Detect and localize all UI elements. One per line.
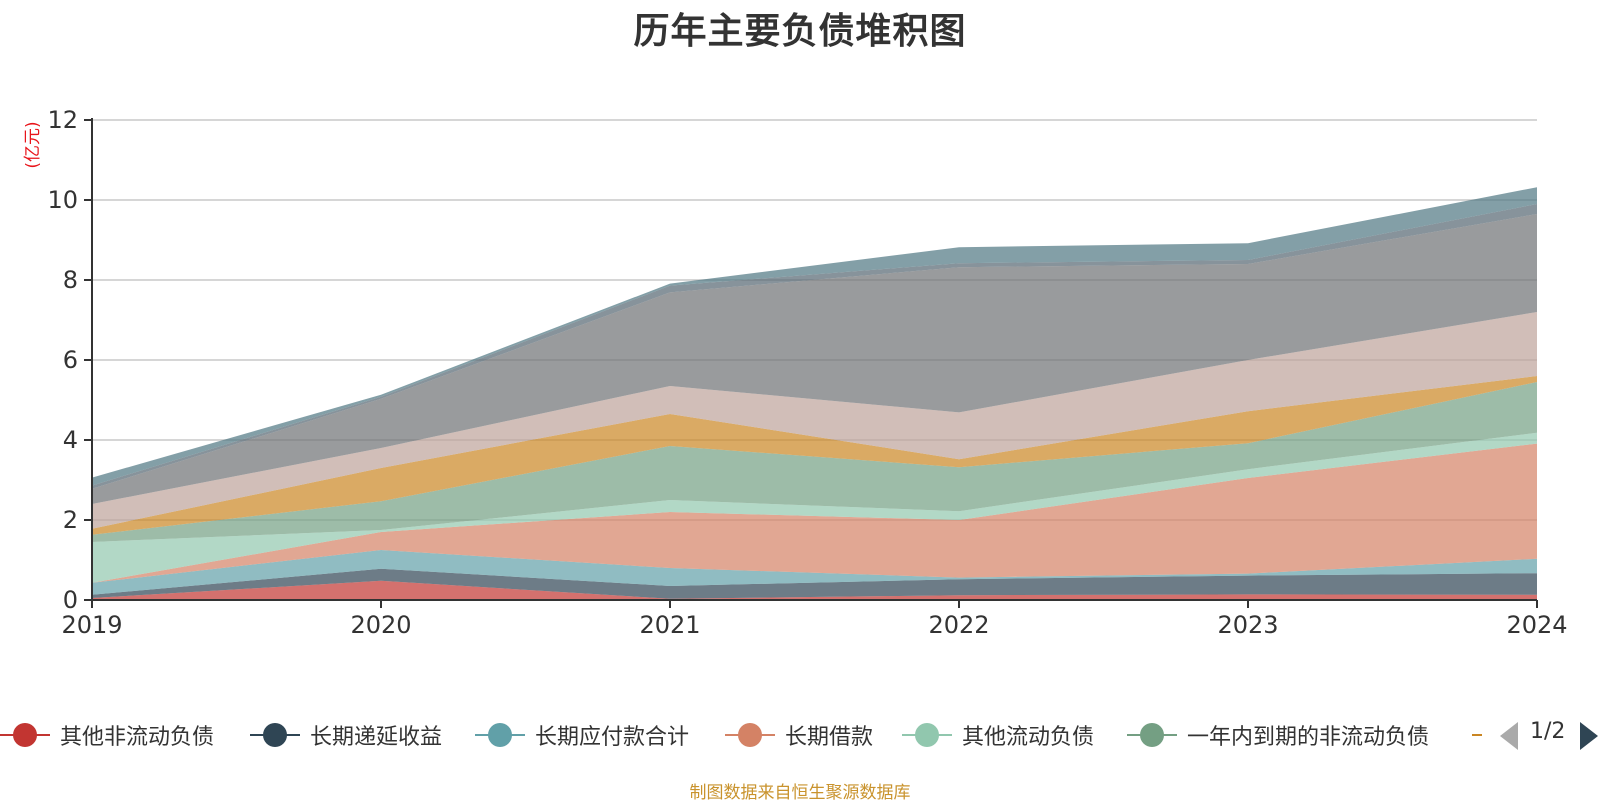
legend-item[interactable]: 其他流动负债 (902, 715, 1094, 755)
legend-label: 长期应付款合计 (535, 725, 690, 750)
legend-item[interactable]: 长期应付款合计 (475, 715, 689, 755)
area-series-1 (92, 580, 1537, 600)
x-tick-label: 2023 (1217, 611, 1278, 639)
legend-label: 其他非流动负债 (60, 725, 215, 750)
data-source-note: 制图数据来自恒生聚源数据库 (689, 783, 911, 800)
legend-overflow-marker-icon (1472, 734, 1482, 736)
legend-label: 长期借款 (785, 725, 874, 750)
legend-pager: 1/2 (1496, 715, 1600, 755)
x-tick-label: 2022 (928, 611, 989, 639)
legend-item[interactable]: 一年内到期的非流动负债 (1127, 715, 1429, 755)
area-series-4 (92, 443, 1537, 583)
y-tick-label: 12 (47, 106, 78, 134)
area-series-7 (92, 376, 1537, 535)
y-tick-label: 4 (63, 426, 78, 454)
legend-item[interactable]: 长期递延收益 (250, 715, 442, 755)
legend-item[interactable]: 长期借款 (725, 715, 873, 755)
legend-item[interactable]: 其他非流动负债 (0, 715, 214, 755)
area-series-5 (92, 432, 1537, 583)
area-series-11 (92, 187, 1537, 486)
legend-label: 其他流动负债 (962, 725, 1095, 750)
legend-marker-icon (250, 723, 300, 747)
x-tick-label: 2020 (350, 611, 411, 639)
area-series-10 (92, 204, 1537, 489)
x-tick-label: 2021 (639, 611, 700, 639)
area-series-6 (92, 382, 1537, 542)
x-tick-label: 2019 (61, 611, 122, 639)
legend-prev-page-icon[interactable] (1500, 722, 1518, 750)
y-tick-label: 10 (47, 186, 78, 214)
x-tick-label: 2024 (1506, 611, 1567, 639)
legend-label: 长期递延收益 (310, 725, 443, 750)
legend: 其他非流动负债 长期递延收益 长期应付款合计 长期借款 其他流动负债 一年内到期的非流动负… (0, 715, 1600, 755)
area-series-3 (92, 550, 1537, 595)
legend-marker-icon (725, 723, 775, 747)
area-series-2 (92, 568, 1537, 599)
y-tick-label: 8 (63, 266, 78, 294)
y-tick-label: 6 (63, 346, 78, 374)
legend-marker-icon (475, 723, 525, 747)
legend-marker-icon (1127, 723, 1177, 747)
y-tick-label: 2 (63, 506, 78, 534)
y-tick-label: 0 (63, 586, 78, 614)
legend-marker-icon (902, 723, 952, 747)
legend-page-indicator: 1/2 (1530, 719, 1566, 744)
chart-title: 历年主要负债堆积图 (633, 11, 967, 52)
legend-next-page-icon[interactable] (1580, 722, 1598, 750)
area-series-8 (92, 312, 1537, 529)
area-series-9 (92, 214, 1537, 504)
legend-label: 一年内到期的非流动负债 (1187, 725, 1430, 750)
legend-marker-icon (0, 723, 50, 747)
y-axis-unit-label: (亿元) (23, 121, 43, 168)
